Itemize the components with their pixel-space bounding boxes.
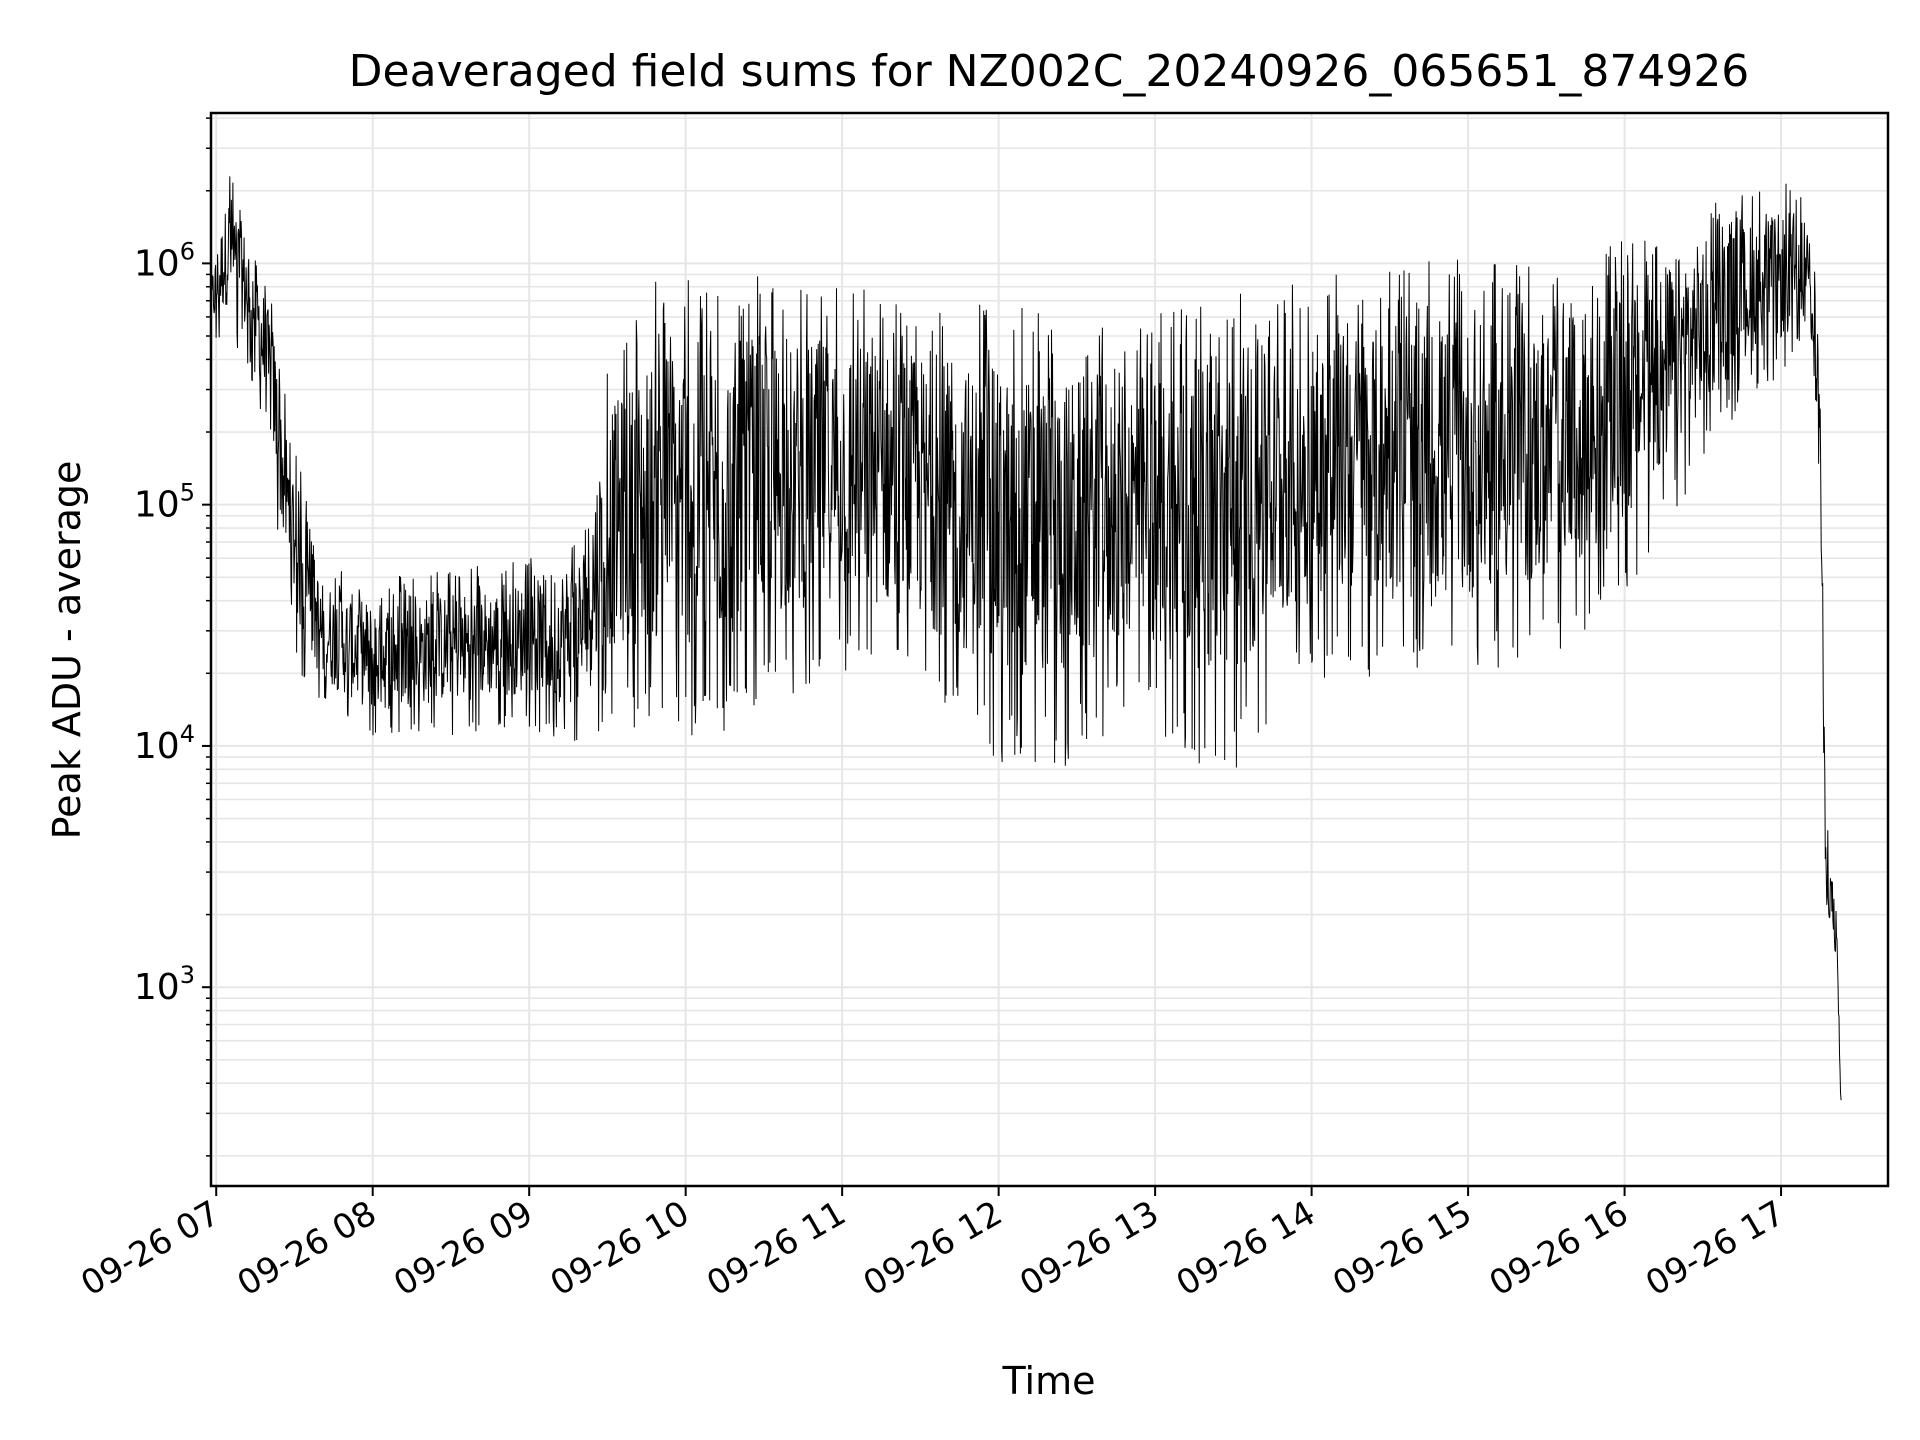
y-axis-label: Peak ADU - average [45,461,89,840]
y-tick-labels: 103 104 105 106 [134,237,195,1008]
y-tick-label: 105 [134,479,195,526]
y-tick-label: 106 [134,237,195,284]
plot-frame [209,111,1890,1188]
y-tick-label: 104 [134,720,195,767]
chart-title: Deaveraged field sums for NZ002C_2024092… [349,46,1750,97]
series-line [210,176,1842,1101]
y-tick-label: 103 [134,961,195,1008]
x-axis-label: Time [1002,1359,1096,1403]
ticks [202,117,1783,1196]
